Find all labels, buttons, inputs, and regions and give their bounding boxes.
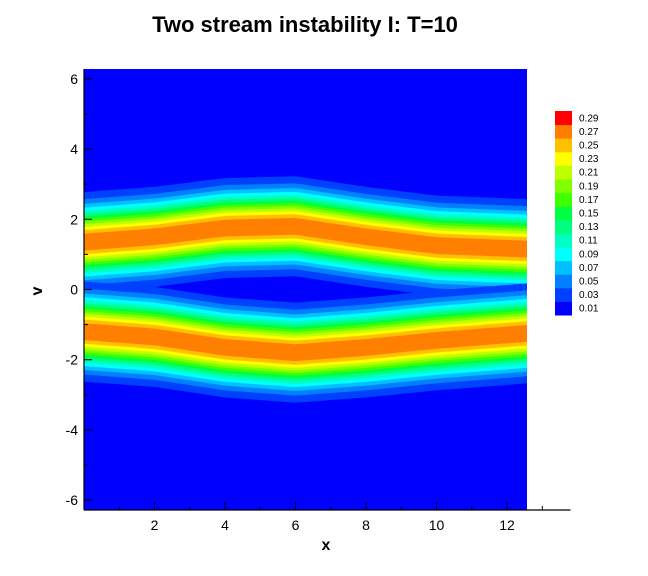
y-tick-label-0: 0 (70, 282, 78, 298)
colorbar-label-0.23: 0.23 (579, 154, 599, 165)
y-axis-label: v (29, 286, 46, 295)
colorbar-swatch-0.05 (555, 274, 572, 289)
chart-title: Two stream instability I: T=10 (152, 12, 458, 37)
colorbar-swatch-0.09 (555, 247, 572, 262)
colorbar-swatch-0.11 (555, 233, 572, 248)
colorbar-swatch-0.19 (555, 179, 572, 194)
colorbar-label-0.29: 0.29 (579, 113, 599, 124)
colorbar-label-0.13: 0.13 (579, 222, 599, 233)
colorbar-swatch-0.29 (555, 111, 572, 126)
y-tick-label--2: -2 (66, 352, 79, 368)
y-tick-label-4: 4 (70, 141, 78, 157)
colorbar-swatch-0.23 (555, 151, 572, 166)
y-tick-label--4: -4 (66, 422, 79, 438)
colorbar-label-0.19: 0.19 (579, 181, 599, 192)
colorbar-label-0.27: 0.27 (579, 127, 599, 138)
y-tick-label-6: 6 (70, 71, 78, 87)
colorbar-swatch-0.15 (555, 206, 572, 221)
colorbar-label-0.21: 0.21 (579, 168, 599, 179)
colorbar-swatch-0.03 (555, 287, 572, 302)
contour-band-upper-level-13 (84, 217, 527, 258)
axes-layer: 2 4 6 8 10 12 -6 -4 -2 0 2 4 6 (66, 69, 571, 533)
colorbar-label-0.05: 0.05 (579, 277, 599, 288)
x-tick-label-12: 12 (499, 517, 515, 533)
x-tick-label-4: 4 (221, 517, 229, 533)
colorbar-swatch-0.07 (555, 260, 572, 275)
colorbar-label-0.03: 0.03 (579, 290, 599, 301)
colorbar-label-0.07: 0.07 (579, 263, 599, 274)
colorbar-swatch-0.25 (555, 138, 572, 153)
y-tick-label-2: 2 (70, 211, 78, 227)
colorbar-label-0.11: 0.11 (579, 236, 598, 247)
contour-band-lower-level-13 (84, 323, 527, 361)
x-tick-label-2: 2 (151, 517, 159, 533)
colorbar-swatch-0.17 (555, 192, 572, 207)
colorbar-swatch-0.13 (555, 219, 572, 234)
colorbar: 0.01 0.03 0.05 0.07 0.09 0.11 0.13 0.15 0.17 0.19… (555, 111, 599, 316)
colorbar-label-0.15: 0.15 (579, 209, 599, 220)
colorbar-label-0.25: 0.25 (579, 141, 599, 152)
colorbar-label-0.09: 0.09 (579, 249, 599, 260)
x-tick-label-10: 10 (429, 517, 445, 533)
colorbar-label-0.01: 0.01 (579, 304, 599, 315)
contour-band-lower-level-12 (84, 319, 527, 365)
x-tick-label-8: 8 (362, 517, 370, 533)
x-tick-label-6: 6 (292, 517, 300, 533)
field-layer (84, 176, 527, 403)
y-tick-label--6: -6 (66, 492, 79, 508)
colorbar-swatch-0.21 (555, 165, 572, 180)
colorbar-swatch-0.01 (555, 301, 572, 316)
colorbar-label-0.17: 0.17 (579, 195, 599, 206)
x-axis-label: x (322, 537, 331, 554)
colorbar-swatch-0.27 (555, 124, 572, 139)
